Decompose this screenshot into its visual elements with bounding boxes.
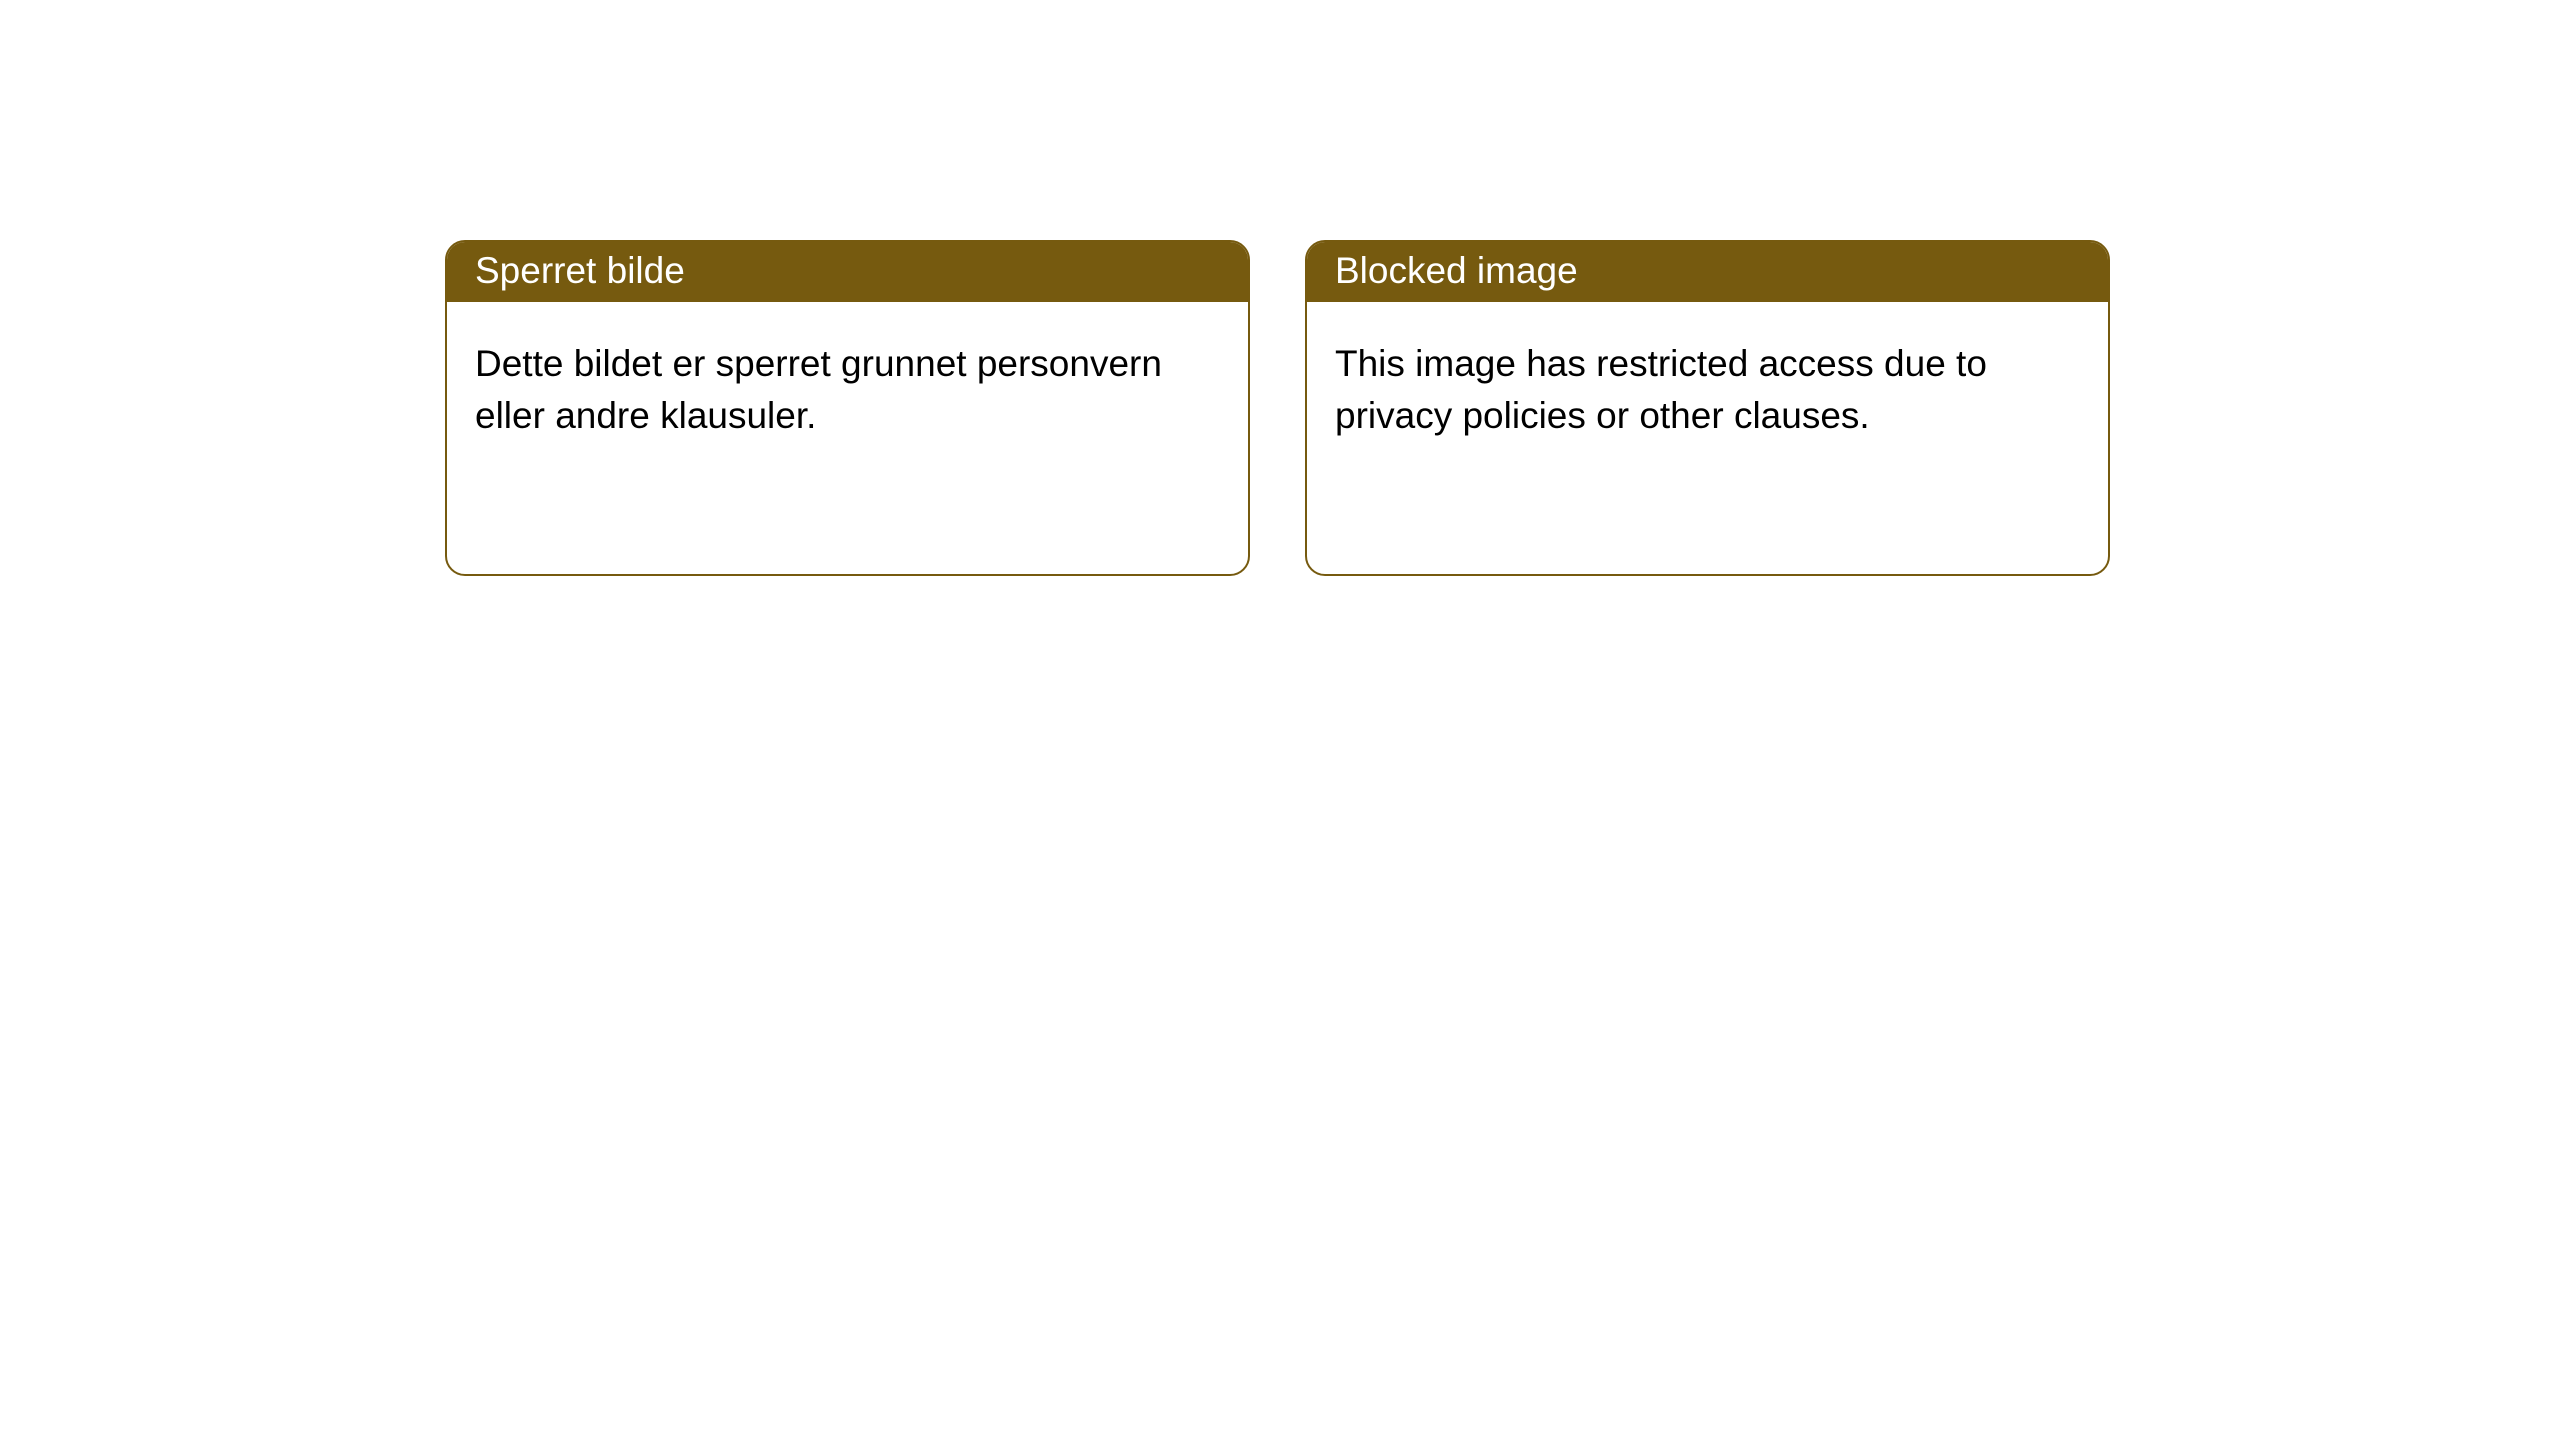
panel-header: Blocked image <box>1307 242 2108 302</box>
panel-header: Sperret bilde <box>447 242 1248 302</box>
panel-body: This image has restricted access due to … <box>1307 302 2108 478</box>
blocked-image-panel-english: Blocked image This image has restricted … <box>1305 240 2110 576</box>
blocked-image-panel-norwegian: Sperret bilde Dette bildet er sperret gr… <box>445 240 1250 576</box>
panel-body: Dette bildet er sperret grunnet personve… <box>447 302 1248 478</box>
panels-container: Sperret bilde Dette bildet er sperret gr… <box>0 0 2560 576</box>
